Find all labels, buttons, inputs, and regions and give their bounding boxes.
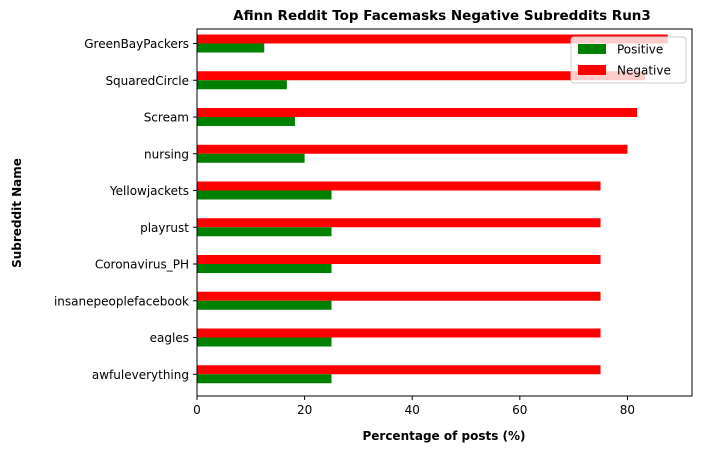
y-tick-label: awfuleverything [92, 368, 189, 382]
y-axis-label: Subreddit Name [10, 158, 24, 268]
y-tick-label: SquaredCircle [105, 74, 189, 88]
legend-swatch [578, 44, 606, 54]
bar-positive [197, 43, 265, 53]
bar-negative [197, 181, 601, 191]
bar-negative [197, 255, 601, 264]
legend-label: Negative [617, 64, 671, 78]
bar-negative [197, 328, 601, 338]
bar-positive [197, 153, 305, 163]
x-axis: 0 20 40 60 80 [193, 396, 635, 417]
y-tick-label: eagles [150, 331, 189, 345]
bar-positive [197, 264, 332, 273]
legend-swatch [578, 65, 606, 75]
x-tick-label: 40 [405, 403, 420, 417]
legend: Positive Negative [570, 36, 687, 84]
x-tick-label: 80 [620, 403, 635, 417]
y-tick-label: GreenBayPackers [84, 37, 189, 51]
bar-negative [197, 34, 668, 44]
legend-label: Positive [617, 43, 663, 57]
bar-positive [197, 374, 332, 384]
bar-negative [197, 291, 601, 301]
x-tick-label: 0 [193, 403, 201, 417]
bar-positive [197, 117, 295, 126]
y-tick-label: Scream [144, 111, 189, 125]
chart-title: Afinn Reddit Top Facemasks Negative Subr… [233, 8, 651, 24]
bar-positive [197, 300, 332, 310]
bar-negative [197, 144, 628, 154]
bar-positive [197, 190, 332, 200]
bar-positive [197, 80, 287, 90]
y-tick-label: Coronavirus_PH [95, 258, 189, 272]
bar-positive [197, 337, 332, 347]
x-tick-label: 60 [512, 403, 527, 417]
bar-negative [197, 218, 601, 228]
y-tick-label: Yellowjackets [109, 184, 189, 198]
plot-area [197, 34, 668, 384]
bar-negative [197, 71, 646, 81]
bar-negative [197, 108, 638, 117]
y-tick-label: playrust [140, 221, 189, 235]
y-tick-label: insanepeoplefacebook [54, 294, 189, 308]
bar-positive [197, 227, 332, 237]
y-tick-label: nursing [144, 147, 189, 161]
x-axis-label: Percentage of posts (%) [362, 429, 525, 443]
x-tick-label: 20 [297, 403, 312, 417]
plot-frame [196, 28, 693, 397]
bar-negative [197, 365, 601, 375]
y-axis: GreenBayPackers SquaredCircle Scream nursin… [54, 37, 197, 382]
